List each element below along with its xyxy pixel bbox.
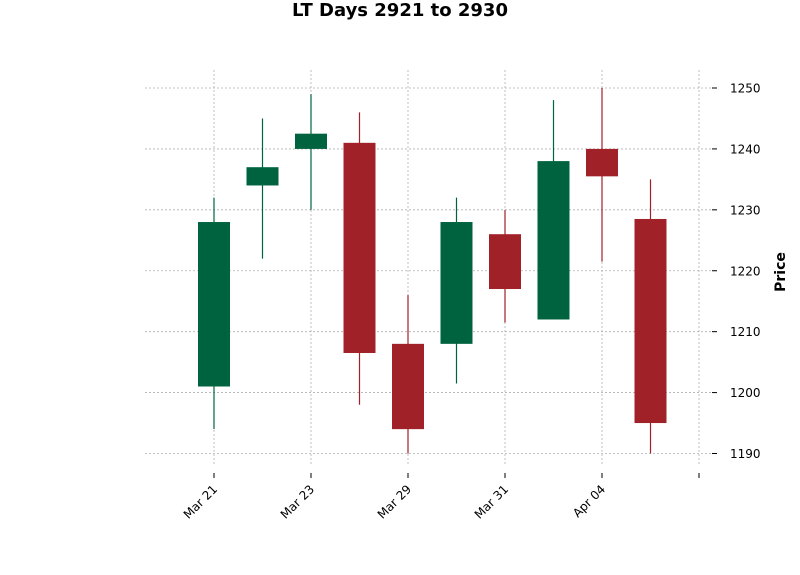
y-axis-label: Price <box>773 252 789 292</box>
candle-body <box>440 222 473 344</box>
candle-body <box>586 148 618 177</box>
grid-lines <box>145 70 712 466</box>
y-tick-label: 1200 <box>730 386 761 400</box>
y-tick-label: 1250 <box>730 82 761 96</box>
x-tick-label: Mar 31 <box>472 482 511 521</box>
x-tick-label: Mar 23 <box>278 482 317 521</box>
y-tick-label: 1210 <box>730 325 761 339</box>
y-tick-label: 1240 <box>730 142 761 156</box>
candle <box>295 94 327 210</box>
x-tick-label: Mar 29 <box>375 482 414 521</box>
candle-body <box>295 133 327 149</box>
x-tick-label: Apr 04 <box>570 482 608 520</box>
candle-body <box>634 218 667 424</box>
candle-body <box>392 343 424 430</box>
candle-body <box>343 142 376 353</box>
y-tick-label: 1190 <box>730 447 761 461</box>
y-axis: 1190 1200 1210 1220 1230 1240 1250 <box>712 82 761 461</box>
x-axis: Mar 21 Mar 23 Mar 29 Mar 31 Apr 04 <box>181 473 700 522</box>
y-tick-label: 1220 <box>730 264 761 278</box>
candles <box>198 88 667 454</box>
candle <box>392 295 424 454</box>
candle <box>634 179 667 454</box>
candle <box>343 112 376 405</box>
candle <box>246 118 279 259</box>
candle-body <box>198 222 230 387</box>
candle-body <box>246 167 279 186</box>
y-tick-label: 1230 <box>730 203 761 217</box>
candle <box>489 209 521 323</box>
candle <box>198 197 230 430</box>
candle <box>440 197 473 384</box>
candle <box>586 88 618 262</box>
candle-body <box>489 234 521 290</box>
x-tick-label: Mar 21 <box>181 482 220 521</box>
chart-title: LT Days 2921 to 2930 <box>292 0 508 21</box>
candle-body <box>537 161 570 320</box>
candle <box>537 100 570 320</box>
